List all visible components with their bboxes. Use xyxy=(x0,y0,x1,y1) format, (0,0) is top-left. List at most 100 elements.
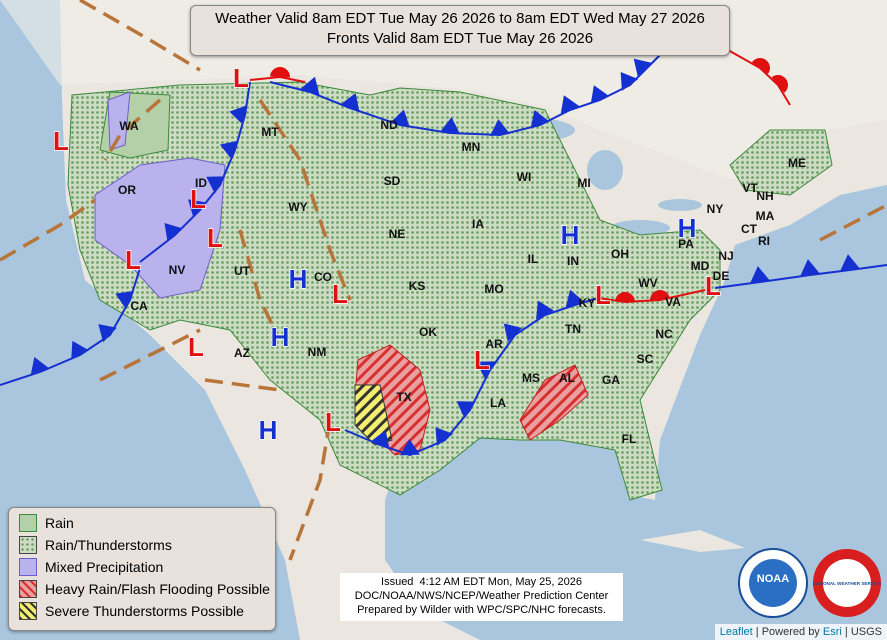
issued-line: Issued 4:12 AM EDT Mon, May 25, 2026 xyxy=(381,576,582,588)
legend-item: Rain xyxy=(19,513,74,533)
attribution: Leaflet | Powered by Esri | USGS xyxy=(714,624,887,640)
rain-thunderstorms-area xyxy=(729,129,833,196)
state-label: CT xyxy=(741,222,758,236)
esri-link[interactable]: Esri xyxy=(822,626,842,638)
state-label: MA xyxy=(756,209,775,223)
noaa-text: NOAA xyxy=(757,573,789,585)
state-label: FL xyxy=(622,432,637,446)
sep: | xyxy=(755,626,759,638)
state-label: AZ xyxy=(234,346,250,360)
legend-label: Mixed Precipitation xyxy=(45,559,164,575)
legend-item: Mixed Precipitation xyxy=(19,557,163,577)
low-pressure: L xyxy=(190,184,206,214)
issued-box: Issued 4:12 AM EDT Mon, May 25, 2026 DOC/… xyxy=(340,573,623,621)
state-label: MN xyxy=(462,140,481,154)
low-pressure: L xyxy=(188,332,204,362)
state-label: AR xyxy=(485,337,503,351)
issued-line: DOC/NOAA/NWS/NCEP/Weather Prediction Cen… xyxy=(354,590,609,602)
state-label: OK xyxy=(419,325,437,339)
high-pressure: H xyxy=(561,220,580,250)
powered: Powered by xyxy=(761,626,820,638)
state-label: LA xyxy=(490,396,506,410)
state-label: NM xyxy=(308,345,327,359)
state-label: GA xyxy=(602,373,620,387)
legend-label: Severe Thunderstorms Possible xyxy=(45,603,244,619)
high-pressure: H xyxy=(271,322,290,352)
legend-label: Rain/Thunderstorms xyxy=(45,537,172,553)
state-label: SD xyxy=(384,174,401,188)
state-label: MO xyxy=(484,282,503,296)
state-label: OH xyxy=(611,247,629,261)
low-pressure: L xyxy=(332,279,348,309)
low-pressure: L xyxy=(53,126,69,156)
legend-swatch xyxy=(19,514,37,532)
state-label: IN xyxy=(567,254,579,268)
pacific-ocean xyxy=(0,0,300,640)
state-label: WI xyxy=(517,170,532,184)
cuba xyxy=(640,530,745,552)
state-label: WY xyxy=(288,200,307,214)
legend-swatch xyxy=(19,580,37,598)
noaa-logo-inner xyxy=(749,559,797,607)
mixed-precip-area xyxy=(107,91,131,151)
low-pressure: L xyxy=(125,245,141,275)
state-label: NE xyxy=(389,227,406,241)
state-label: VA xyxy=(665,295,681,309)
state-label: MI xyxy=(577,176,590,190)
high-pressure: H xyxy=(289,264,308,294)
legend-item: Heavy Rain/Flash Flooding Possible xyxy=(19,579,270,599)
state-label: NC xyxy=(655,327,673,341)
state-label: RI xyxy=(758,234,770,248)
legend-swatch xyxy=(19,558,37,576)
low-pressure: L xyxy=(207,223,223,253)
nws-text: NATIONAL WEATHER SERVICE xyxy=(813,581,882,586)
leaflet-link[interactable]: Leaflet xyxy=(719,626,753,638)
legend-label: Heavy Rain/Flash Flooding Possible xyxy=(45,581,270,597)
legend: Rain Rain/Thunderstorms Mixed Precipitat… xyxy=(8,507,276,631)
low-pressure: L xyxy=(705,271,721,301)
header: Weather Valid 8am EDT Tue May 26 2026 to… xyxy=(190,5,730,56)
state-label: KS xyxy=(409,279,426,293)
state-label: ND xyxy=(380,118,398,132)
state-label: SC xyxy=(637,352,654,366)
state-label: CA xyxy=(130,299,148,313)
low-pressure: L xyxy=(595,280,611,310)
troughs xyxy=(0,0,887,561)
state-label: MT xyxy=(261,125,279,139)
header-line: Weather Valid 8am EDT Tue May 26 2026 to… xyxy=(215,10,705,27)
state-label: WA xyxy=(119,119,139,133)
state-label: OR xyxy=(118,183,136,197)
state-label: MS xyxy=(522,371,540,385)
state-label: ID xyxy=(195,176,207,190)
state-label: UT xyxy=(234,264,251,278)
state-label: NJ xyxy=(718,249,733,263)
state-label: TX xyxy=(396,390,411,404)
state-label: NH xyxy=(756,189,773,203)
state-label: CO xyxy=(314,270,332,284)
state-label: NY xyxy=(707,202,724,216)
usgs: USGS xyxy=(850,626,882,638)
legend-label: Rain xyxy=(45,515,74,531)
gulf-atlantic xyxy=(385,185,887,640)
state-label: WV xyxy=(638,276,657,290)
state-label: AL xyxy=(559,371,575,385)
header-line: Fronts Valid 8am EDT Tue May 26 2026 xyxy=(326,30,594,47)
state-label: IL xyxy=(528,252,539,266)
high-pressure: H xyxy=(678,213,697,243)
state-label: KY xyxy=(579,296,596,310)
state-label: ME xyxy=(788,156,806,170)
high-pressure: H xyxy=(259,415,278,445)
state-label: NV xyxy=(169,263,186,277)
fronts xyxy=(0,49,887,457)
legend-swatch xyxy=(19,602,37,620)
legend-swatch xyxy=(19,536,37,554)
low-pressure: L xyxy=(325,407,341,437)
sep: | xyxy=(844,626,848,638)
logos: NOAA NATIONAL WEATHER SERVICE xyxy=(738,548,882,618)
state-label: DE xyxy=(713,269,730,283)
low-pressure: L xyxy=(233,63,249,93)
nws-logo-inner xyxy=(823,559,871,607)
state-label: IA xyxy=(472,217,484,231)
legend-item: Severe Thunderstorms Possible xyxy=(19,601,244,621)
